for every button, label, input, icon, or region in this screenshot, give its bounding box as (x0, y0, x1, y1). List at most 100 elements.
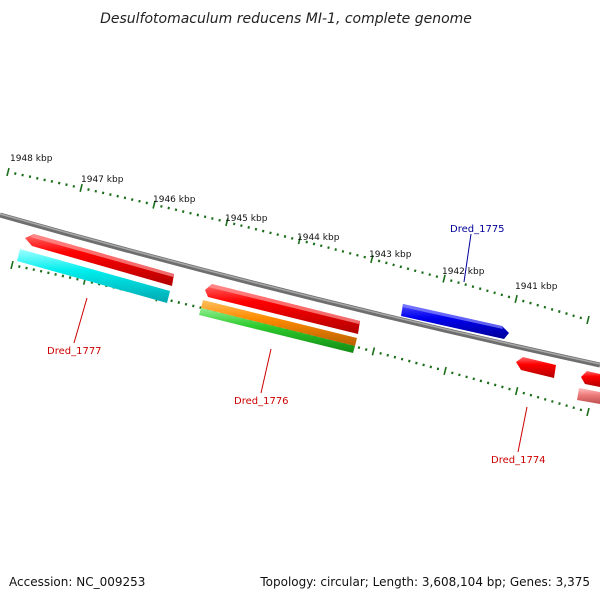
outer-scale-minor-tick (240, 224, 243, 228)
outer-tick-labels: 1948 kbp 1947 kbp 1946 kbp 1945 kbp 1944… (10, 154, 558, 292)
map-title: Desulfotomaculum reducens MI-1, complete… (100, 11, 472, 27)
outer-scale-minor-tick (14, 172, 17, 175)
outer-scale-minor-tick (464, 283, 467, 287)
outer-scale-minor-tick (385, 261, 388, 265)
outer-scale-minor-tick (522, 299, 525, 303)
outer-scale-minor-tick (529, 301, 532, 305)
gene-dred-1777[interactable] (17, 234, 174, 303)
outer-scale-minor-tick (428, 273, 431, 277)
inner-scale-minor-tick (364, 348, 368, 351)
inner-scale-minor-tick (558, 402, 561, 405)
outer-scale-minor-tick (392, 263, 395, 267)
outer-scale-minor-tick (565, 312, 568, 316)
inner-scale-minor-tick (32, 268, 36, 272)
gene-arrow-shine (30, 234, 174, 277)
gene-block-green[interactable] (199, 308, 355, 353)
outer-scale-minor-tick (203, 215, 207, 219)
gene-arrow-red[interactable] (516, 357, 556, 378)
outer-scale-minor-tick (50, 180, 54, 183)
inner-scale-minor-tick (465, 375, 468, 379)
gene-block-orange[interactable] (201, 300, 357, 346)
outer-scale-major-tick (152, 200, 156, 209)
outer-scale-minor-tick (109, 193, 112, 196)
outer-scale-minor-tick (319, 244, 323, 248)
inner-scale-minor-tick (25, 266, 28, 270)
outer-scale-minor-tick (276, 233, 279, 237)
outer-scale-minor-tick (232, 222, 236, 226)
outer-scale-minor-tick (500, 293, 504, 297)
gene-arrow-red[interactable] (205, 284, 360, 334)
inner-scale-minor-tick (472, 377, 475, 381)
outer-scale-major-tick (6, 167, 10, 177)
inner-scale-minor-tick (379, 351, 382, 355)
gene-label-dred-1777[interactable]: Dred_1777 (47, 346, 102, 357)
outer-scale-minor-tick (247, 226, 250, 229)
outer-scale-minor-tick (450, 279, 453, 283)
gene-partial-right[interactable] (577, 371, 600, 404)
outer-scale-minor-tick (435, 275, 439, 279)
gene-label-dred-1774[interactable]: Dred_1774 (491, 455, 546, 466)
outer-scale-minor-tick (471, 285, 475, 289)
outer-scale-minor-tick (377, 259, 381, 263)
outer-scale-minor-tick (413, 269, 417, 273)
gene-arrow-red[interactable] (25, 234, 174, 286)
inner-scale-minor-tick (170, 299, 173, 303)
inner-scale-minor-tick (572, 406, 575, 410)
inner-scale-minor-tick (551, 400, 554, 403)
inner-scale-minor-tick (415, 361, 418, 365)
outer-scale-minor-tick (160, 204, 163, 208)
inner-scale-minor-tick (192, 304, 195, 308)
outer-scale-minor-tick (36, 176, 39, 180)
outer-scale-minor-tick (421, 271, 424, 275)
inner-scale-minor-tick (357, 346, 361, 350)
outer-scale-minor-tick (130, 198, 134, 201)
tick-label-1941: 1941 kbp (515, 282, 558, 292)
outer-scale-minor-tick (536, 303, 539, 307)
inner-scale-minor-tick (199, 306, 202, 310)
outer-scale-major-tick (225, 217, 229, 227)
leader-line-dred-1777 (73, 297, 88, 344)
outer-scale-minor-tick (493, 291, 496, 295)
outer-scale-major-tick (514, 294, 518, 303)
outer-scale-minor-tick (363, 255, 366, 259)
gene-label-dred-1775[interactable]: Dred_1775 (450, 224, 505, 235)
outer-scale-minor-tick (341, 250, 345, 253)
gene-dred-1775[interactable] (401, 304, 509, 339)
outer-scale-minor-tick (145, 201, 149, 205)
tick-label-1945: 1945 kbp (225, 214, 268, 224)
gene-dred-1776[interactable] (199, 284, 360, 353)
outer-scale-major-tick (586, 315, 590, 325)
gene-arrow-red-partial[interactable] (581, 371, 600, 387)
outer-scale-minor-tick (558, 310, 561, 313)
outer-scale-minor-tick (478, 287, 482, 291)
gene-block-pink-partial[interactable] (577, 388, 600, 404)
outer-scale-major-tick (442, 274, 446, 283)
outer-scale-minor-tick (87, 188, 90, 192)
outer-scale-minor-tick (406, 267, 410, 271)
gene-arrow-shine (402, 304, 503, 329)
inner-scale-minor-tick (54, 272, 57, 276)
tick-label-1943: 1943 kbp (369, 250, 412, 260)
gene-block-cyan[interactable] (17, 249, 170, 303)
inner-scale-minor-tick (61, 274, 65, 278)
outer-scale-minor-tick (94, 189, 98, 193)
inner-scale-minor-tick (565, 404, 568, 408)
outer-scale-minor-tick (218, 218, 221, 222)
outer-scale-minor-tick (43, 178, 46, 182)
outer-scale-minor-tick (283, 235, 287, 238)
outer-scale-major-tick (79, 183, 83, 192)
inner-scale-minor-tick (177, 301, 181, 304)
inner-scale-minor-tick (39, 269, 43, 273)
gene-dred-1774[interactable] (516, 357, 556, 378)
inner-scale-minor-tick (458, 373, 461, 377)
inner-scale-minor-tick (386, 353, 389, 357)
tick-label-1947: 1947 kbp (81, 175, 124, 185)
outer-scale-minor-tick (579, 316, 583, 320)
gene-arrow-blue[interactable] (401, 304, 509, 339)
outer-scale-minor-tick (181, 210, 185, 213)
outer-tick-scale (6, 167, 590, 325)
gene-label-dred-1776[interactable]: Dred_1776 (234, 396, 289, 407)
outer-scale-minor-tick (312, 242, 316, 246)
outer-scale-minor-tick (57, 181, 61, 185)
